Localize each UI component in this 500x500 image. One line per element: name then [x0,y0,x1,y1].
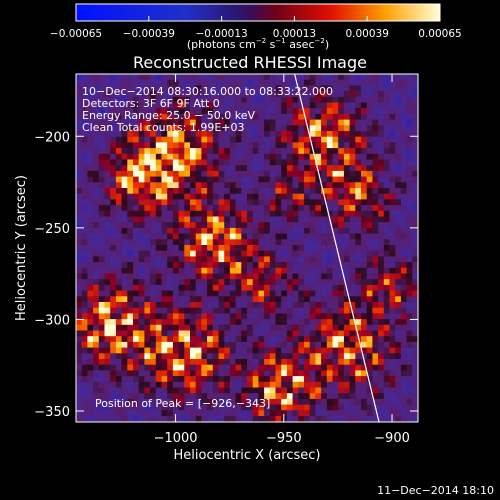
colorbar [76,4,440,21]
plot-frame [75,73,419,423]
peak-position-label: Position of Peak = [−926,−343] [95,397,270,410]
y-tick-label: −200 [34,130,70,145]
annotation-line: Clean Total counts: 1.99E+03 [82,121,245,134]
axis-ticks: −1000 −950 −900 −200 −250 −300 −350 [34,74,418,446]
colorbar-unit: (photons cm−2 s−1 asec−2) [187,37,329,51]
annotation-line: Energy Range: 25.0 − 50.0 keV [82,109,256,122]
solar-limb-line [294,74,380,422]
footer-timestamp: 11−Dec−2014 18:10 [377,484,494,497]
x-tick-label: −900 [374,431,410,446]
x-tick-label: −950 [266,431,302,446]
y-tick-label: −350 [34,405,70,420]
y-axis-label: Heliocentric Y (arcsec) [14,175,29,321]
chart-title: Reconstructed RHESSI Image [133,53,367,72]
y-tick-label: −300 [34,313,70,328]
y-tick-label: −250 [34,222,70,237]
colorbar-ticks: −0.00065 −0.00039 −0.00013 0.00013 0.00039 0.… [50,16,462,40]
heatmap-image [76,74,418,422]
colorbar-tick-label: 0.00039 [345,28,388,40]
annotation-line: 10−Dec−2014 08:30:16.000 to 08:33:22.000 [82,85,333,98]
colorbar-tick-label: 0.00065 [418,28,461,40]
colorbar-tick-label: −0.00039 [123,28,175,40]
colorbar-tick-label: −0.00065 [50,28,102,40]
x-axis-label: Heliocentric X (arcsec) [174,448,321,463]
annotation-block: 10−Dec−2014 08:30:16.000 to 08:33:22.000… [82,85,333,134]
colorbar-tick-label: 0.00013 [273,28,316,40]
x-tick-label: −1000 [154,431,198,446]
colorbar-frame [75,3,441,22]
colorbar-tick-label: −0.00013 [195,28,247,40]
annotation-line: Detectors: 3F 6F 9F Att 0 [82,97,220,110]
